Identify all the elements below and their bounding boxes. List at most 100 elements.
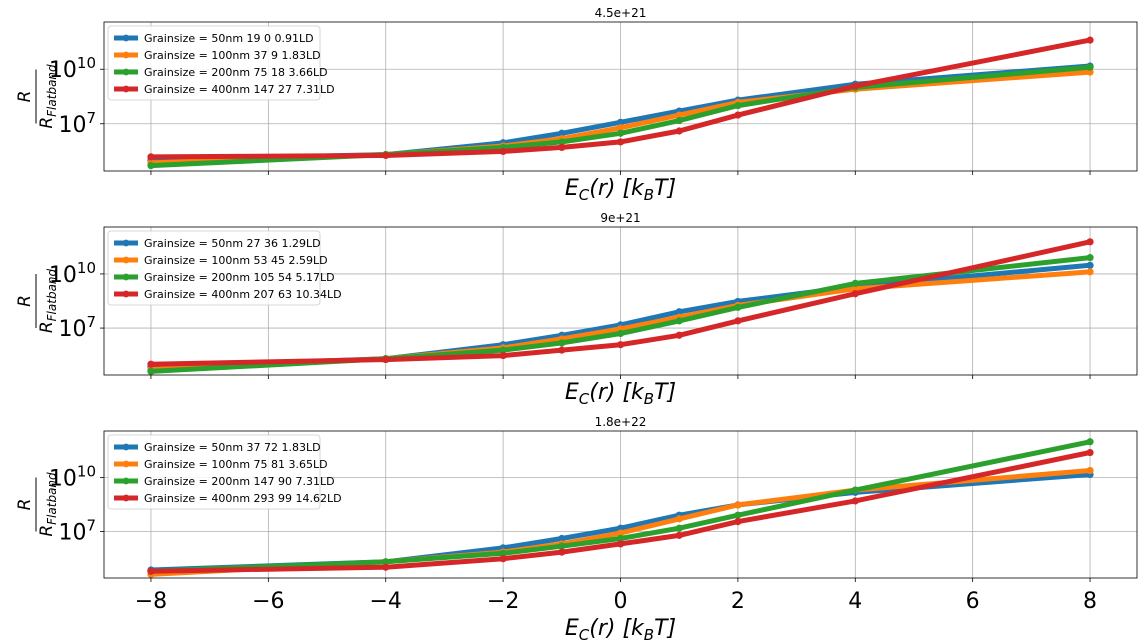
y-tick-exponent: 10 <box>77 259 96 277</box>
y-tick-base: 10 <box>58 520 86 545</box>
legend-entry-label: Grainsize = 200nm 75 18 3.66LD <box>144 66 328 79</box>
data-point <box>616 540 625 548</box>
data-point <box>1086 268 1094 276</box>
legend-marker <box>122 51 130 59</box>
data-point <box>147 567 155 575</box>
data-point <box>382 558 390 566</box>
legend-frame <box>107 25 321 101</box>
data-point <box>499 555 507 563</box>
x-axis-label-part: B <box>644 186 654 204</box>
data-point <box>734 303 742 311</box>
legend-entry-label: Grainsize = 100nm 53 45 2.59LD <box>144 254 328 267</box>
y-axis-label-part: Flatband <box>45 472 59 525</box>
legend-marker <box>122 34 130 42</box>
data-point <box>1086 238 1094 246</box>
x-axis-label-part: (r) [k <box>589 176 645 201</box>
legend-marker <box>122 477 130 485</box>
legend-entry-label: Grainsize = 50nm 37 72 1.83LD <box>144 441 321 454</box>
data-point <box>1086 466 1094 475</box>
data-point <box>616 341 625 349</box>
y-tick-label: 1010 <box>49 463 96 492</box>
y-tick-base: 10 <box>49 58 77 83</box>
data-point <box>499 147 507 156</box>
y-axis-label-part: R <box>37 321 57 333</box>
data-point <box>147 153 155 161</box>
y-tick-exponent: 10 <box>77 54 96 72</box>
data-point <box>675 331 683 339</box>
x-axis-label-part: T] <box>654 380 676 405</box>
y-tick-label: 1010 <box>49 54 96 83</box>
data-point <box>851 285 859 293</box>
y-tick-exponent: 7 <box>86 516 96 534</box>
x-tick-label: 8 <box>1083 589 1097 614</box>
data-point <box>616 118 625 126</box>
data-point <box>558 534 566 543</box>
legend: Grainsize = 50nm 37 72 1.83LD Grainsize =… <box>107 434 342 510</box>
legend-frame <box>107 230 321 306</box>
y-axis-label-denominator: RFlatband <box>37 64 59 129</box>
data-point <box>1086 254 1094 262</box>
y-tick-exponent: 7 <box>86 109 96 127</box>
legend-marker <box>122 443 130 451</box>
data-point <box>734 111 742 119</box>
y-axis-label-denominator: RFlatband <box>37 268 59 333</box>
data-point <box>382 355 390 364</box>
y-tick-label: 107 <box>58 313 96 342</box>
x-axis-label-part: C <box>579 626 590 640</box>
y-tick-exponent: 7 <box>86 313 96 331</box>
data-point <box>558 129 566 137</box>
data-point <box>499 346 507 354</box>
x-tick-label: −8 <box>135 589 167 614</box>
x-axis-label-part: T] <box>654 616 676 640</box>
y-tick-label: 107 <box>58 109 96 138</box>
y-tick-base: 10 <box>49 263 77 288</box>
y-axis-label-part: Flatband <box>45 268 59 321</box>
data-point <box>382 563 390 571</box>
legend-entry-label: Grainsize = 50nm 19 0 0.91LD <box>144 32 314 45</box>
data-point <box>558 143 566 151</box>
y-axis-label-part: R <box>37 117 57 129</box>
y-tick-label: 1010 <box>49 259 96 288</box>
data-point <box>734 317 742 325</box>
data-point <box>558 542 566 550</box>
data-point <box>675 127 683 135</box>
data-point <box>558 339 566 347</box>
data-point <box>675 116 683 125</box>
legend-marker <box>122 68 130 76</box>
data-point <box>499 549 507 557</box>
legend-marker <box>122 460 130 468</box>
data-point <box>1086 448 1094 457</box>
data-point <box>675 515 683 523</box>
data-point <box>675 531 683 539</box>
legend-marker <box>122 273 130 281</box>
y-axis-label-numerator: R <box>15 499 35 511</box>
data-point <box>1086 36 1094 44</box>
subplot-title: 1.8e+22 <box>595 415 647 429</box>
x-axis-label: EC(r) [kBT] <box>565 616 676 640</box>
data-point <box>558 548 566 556</box>
x-axis-label-part: B <box>644 626 654 640</box>
y-axis-label-denominator: RFlatband <box>37 472 59 537</box>
data-point <box>147 367 155 375</box>
x-axis-label-part: C <box>579 186 590 204</box>
data-point <box>734 501 742 509</box>
data-point <box>616 129 625 137</box>
y-axis-label-part: Flatband <box>45 64 59 117</box>
y-tick-base: 10 <box>58 113 86 138</box>
data-point <box>675 524 683 532</box>
data-point <box>1086 261 1094 269</box>
data-point <box>675 308 683 316</box>
data-point <box>851 497 859 505</box>
x-axis-label-part: C <box>579 390 590 408</box>
x-tick-label: −4 <box>370 589 402 614</box>
x-tick-label: 6 <box>966 589 980 614</box>
y-tick-label: 107 <box>58 516 96 545</box>
data-point <box>734 511 742 519</box>
legend-entry-label: Grainsize = 100nm 37 9 1.83LD <box>144 49 321 62</box>
data-point <box>616 329 625 338</box>
x-axis-label-part: B <box>644 390 654 408</box>
